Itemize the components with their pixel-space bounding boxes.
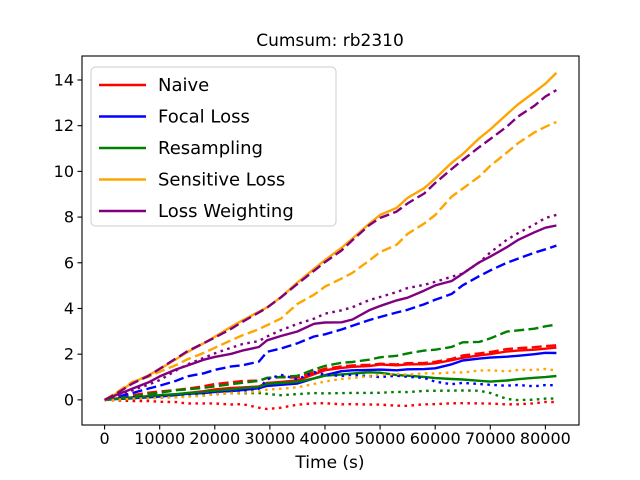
axis-ticks: 0 10000 20000 30000 40000 50000 60000 70000 8000… [54,70,571,448]
series-loss-weighting-solid [104,224,557,402]
series-lines [103,72,558,411]
y-tick-label: 2 [64,345,74,364]
y-tick-label: 6 [64,253,74,272]
series-resampling-dashed [104,323,557,402]
x-tick-label: 30000 [244,429,295,448]
legend: Naive Focal Loss Resampling Sensitive Lo… [90,66,337,227]
y-tick-label: 0 [64,390,74,409]
x-tick-label: 80000 [520,429,571,448]
legend-item-sensitive-loss: Sensitive Loss [99,170,285,191]
y-tick-label: 14 [54,70,74,89]
legend-label-focal-loss: Focal Loss [158,107,250,128]
x-axis-label: Time (s) [294,453,364,473]
legend-item-naive: Naive [99,75,209,96]
x-tick-label: 70000 [465,429,516,448]
x-tick-label: 0 [99,429,109,448]
series-naive-dotted [104,398,557,411]
series-resampling-solid [104,371,557,402]
series-loss-weighting-dotted [104,213,557,402]
x-tick-label: 50000 [355,429,406,448]
legend-label-resampling: Resampling [158,138,263,159]
x-tick-label: 60000 [410,429,461,448]
series-loss-weighting-dashed [104,89,558,401]
y-tick-label: 12 [54,116,74,135]
x-tick-label: 10000 [134,429,185,448]
legend-item-loss-weighting: Loss Weighting [99,201,294,222]
series-sensitive-loss-dotted [104,367,557,402]
series-focal-loss-dashed [104,244,557,402]
legend-label-loss-weighting: Loss Weighting [158,201,294,222]
plot-frame [81,55,580,426]
legend-item-focal-loss: Focal Loss [99,107,250,128]
y-tick-label: 8 [64,208,74,227]
legend-item-resampling: Resampling [99,138,263,159]
legend-box [90,66,337,227]
x-tick-label: 20000 [189,429,240,448]
y-tick-label: 4 [64,299,74,318]
y-tick-label: 10 [54,162,74,181]
chart-title: Cumsum: rb2310 [256,31,404,51]
legend-label-sensitive-loss: Sensitive Loss [158,170,285,191]
x-tick-label: 40000 [300,429,351,448]
series-sensitive-loss-dashed [103,120,557,401]
legend-label-naive: Naive [158,75,209,96]
